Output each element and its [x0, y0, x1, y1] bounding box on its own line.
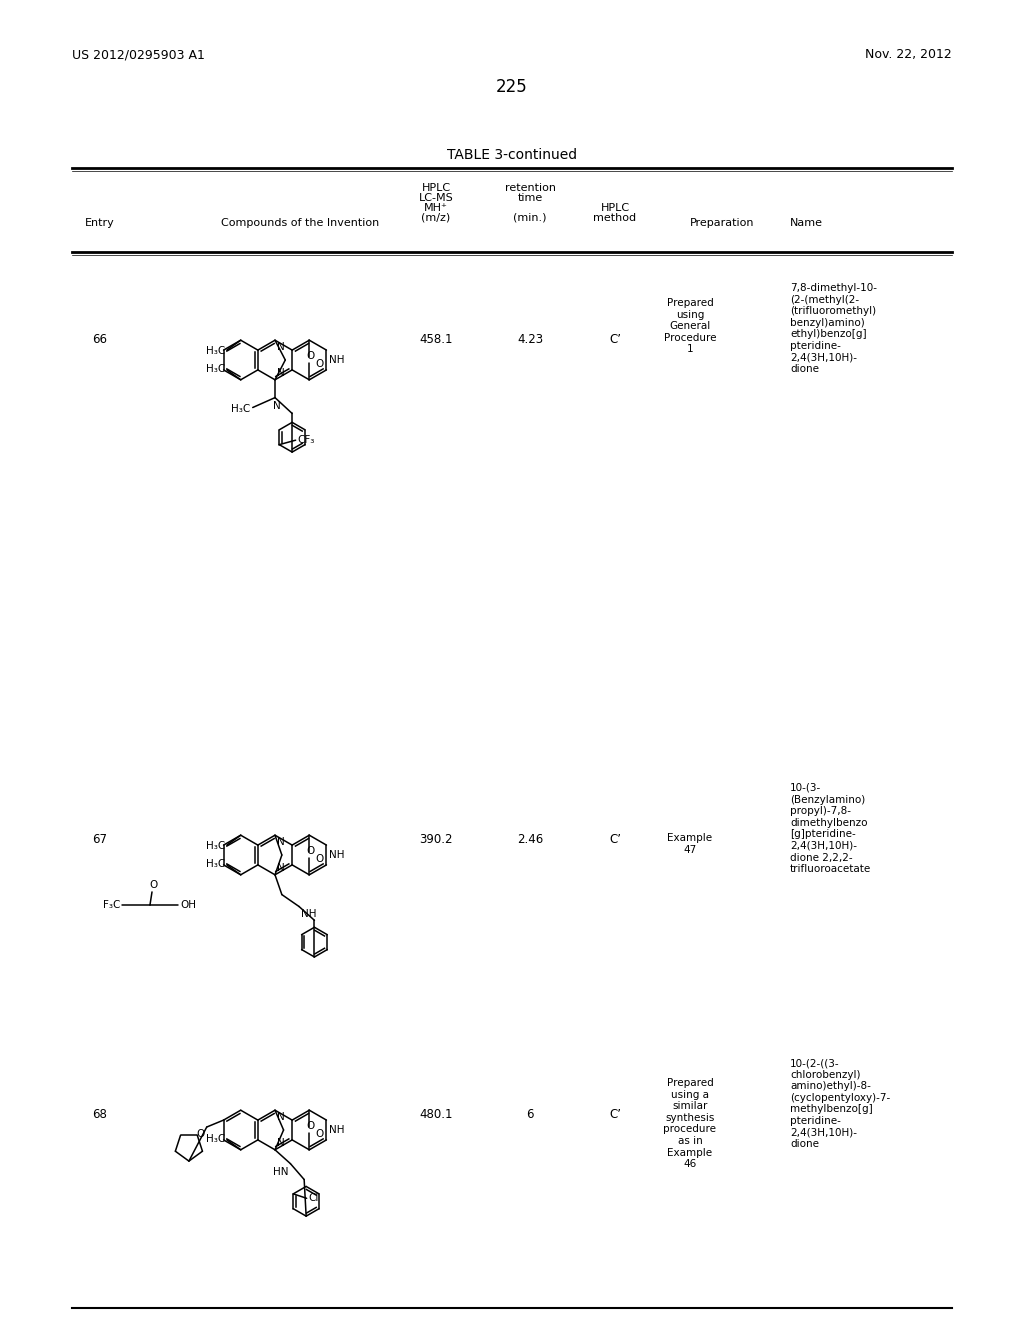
Text: C’: C’ — [609, 833, 621, 846]
Text: Prepared
using a
similar
synthesis
procedure
as in
Example
46: Prepared using a similar synthesis proce… — [664, 1078, 717, 1170]
Text: O: O — [315, 1129, 324, 1139]
Text: MH⁺: MH⁺ — [424, 203, 447, 213]
Text: Cl: Cl — [308, 1193, 319, 1204]
Text: Entry: Entry — [85, 218, 115, 228]
Text: 458.1: 458.1 — [419, 333, 453, 346]
Text: 68: 68 — [92, 1107, 108, 1121]
Text: TABLE 3-continued: TABLE 3-continued — [446, 148, 578, 162]
Text: C’: C’ — [609, 1107, 621, 1121]
Text: H₃C: H₃C — [231, 404, 251, 413]
Text: Nov. 22, 2012: Nov. 22, 2012 — [865, 48, 952, 61]
Text: 2.46: 2.46 — [517, 833, 543, 846]
Text: N: N — [278, 1138, 285, 1148]
Text: NH: NH — [330, 850, 345, 861]
Text: O: O — [197, 1129, 205, 1139]
Text: O: O — [148, 880, 157, 890]
Text: US 2012/0295903 A1: US 2012/0295903 A1 — [72, 48, 205, 61]
Text: Compounds of the Invention: Compounds of the Invention — [221, 218, 379, 228]
Text: 4.23: 4.23 — [517, 333, 543, 346]
Text: N: N — [278, 863, 285, 873]
Text: 6: 6 — [526, 1107, 534, 1121]
Text: Preparation: Preparation — [690, 218, 755, 228]
Text: O: O — [306, 1121, 314, 1131]
Text: Name: Name — [790, 218, 823, 228]
Text: Example
47: Example 47 — [668, 833, 713, 854]
Text: N: N — [278, 1113, 285, 1122]
Text: (min.): (min.) — [513, 213, 547, 223]
Text: retention: retention — [505, 183, 555, 193]
Text: F₃C: F₃C — [102, 900, 120, 909]
Text: HPLC: HPLC — [422, 183, 451, 193]
Text: LC-MS: LC-MS — [419, 193, 454, 203]
Text: H₃C: H₃C — [206, 859, 225, 869]
Text: O: O — [306, 351, 314, 360]
Text: OH: OH — [180, 900, 196, 909]
Text: NH: NH — [330, 355, 345, 366]
Text: 66: 66 — [92, 333, 108, 346]
Text: H₃C: H₃C — [206, 1134, 225, 1144]
Text: C’: C’ — [609, 333, 621, 346]
Text: O: O — [306, 846, 314, 855]
Text: H₃C: H₃C — [206, 841, 225, 851]
Text: 7,8-dimethyl-10-
(2-(methyl(2-
(trifluoromethyl)
benzyl)amino)
ethyl)benzo[g]
pt: 7,8-dimethyl-10- (2-(methyl(2- (trifluor… — [790, 282, 877, 374]
Text: N: N — [273, 401, 281, 411]
Text: 390.2: 390.2 — [419, 833, 453, 846]
Text: (m/z): (m/z) — [421, 213, 451, 223]
Text: O: O — [315, 359, 324, 370]
Text: HN: HN — [273, 1167, 289, 1176]
Text: 480.1: 480.1 — [419, 1107, 453, 1121]
Text: H₃C: H₃C — [206, 346, 225, 356]
Text: NH: NH — [330, 1125, 345, 1135]
Text: method: method — [594, 213, 637, 223]
Text: N: N — [278, 837, 285, 847]
Text: H₃C: H₃C — [206, 364, 225, 374]
Text: CF₃: CF₃ — [298, 436, 315, 445]
Text: N: N — [278, 368, 285, 378]
Text: HPLC: HPLC — [600, 203, 630, 213]
Text: 67: 67 — [92, 833, 108, 846]
Text: NH: NH — [301, 909, 316, 920]
Text: 225: 225 — [496, 78, 528, 96]
Text: O: O — [315, 854, 324, 865]
Text: time: time — [517, 193, 543, 203]
Text: Prepared
using
General
Procedure
1: Prepared using General Procedure 1 — [664, 298, 716, 354]
Text: 10-(2-((3-
chlorobenzyl)
amino)ethyl)-8-
(cyclopentyloxy)-7-
methylbenzo[g]
pter: 10-(2-((3- chlorobenzyl) amino)ethyl)-8-… — [790, 1059, 890, 1150]
Text: N: N — [278, 342, 285, 352]
Text: 10-(3-
(Benzylamino)
propyl)-7,8-
dimethylbenzo
[g]pteridine-
2,4(3H,10H)-
dione: 10-(3- (Benzylamino) propyl)-7,8- dimeth… — [790, 783, 871, 874]
